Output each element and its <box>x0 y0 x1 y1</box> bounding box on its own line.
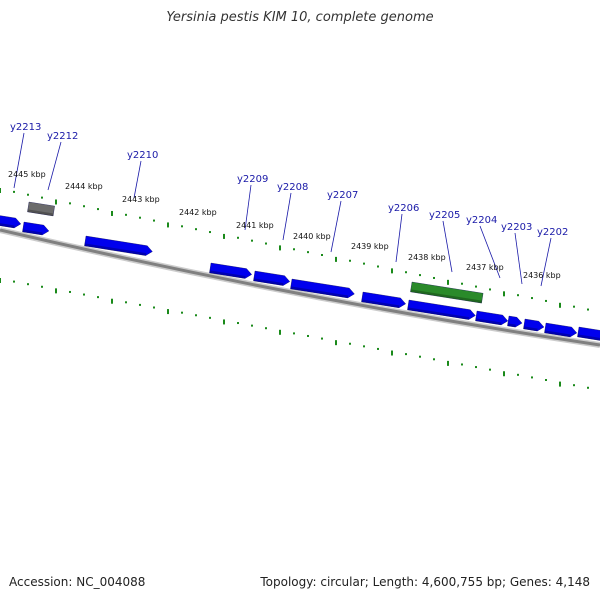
gene-shade <box>523 326 538 332</box>
genome-summary-text: Topology: circular; Length: 4,600,755 bp… <box>260 575 590 589</box>
gene-shade <box>27 209 54 216</box>
tick-label: 2442 kbp <box>179 208 217 217</box>
gene-label-y2204[interactable]: y2204 <box>466 215 497 226</box>
gene-shade <box>22 229 43 236</box>
gene-shade <box>475 318 502 325</box>
tick-label-group: 2445 kbp 2444 kbp 2443 kbp 2442 kbp 2441 kbp… <box>8 170 561 280</box>
callout-line <box>282 192 292 241</box>
gene-body <box>507 315 523 328</box>
gene-features <box>0 201 600 342</box>
gene-label-y2202[interactable]: y2202 <box>537 227 568 238</box>
gene-body <box>290 278 355 299</box>
backbone-line <box>0 228 600 347</box>
gene-arrow[interactable] <box>209 262 252 279</box>
pseudo-gene[interactable] <box>27 201 55 217</box>
gene-arrow[interactable] <box>577 326 600 342</box>
gene-body <box>410 281 484 304</box>
callout-line <box>540 237 552 287</box>
gene-body <box>84 235 153 256</box>
gene-body <box>209 262 252 279</box>
callout-line <box>442 220 453 273</box>
callout-line <box>47 141 62 191</box>
gene-label-y2213[interactable]: y2213 <box>10 122 41 133</box>
callout-line <box>514 232 523 285</box>
gene-label-y2208[interactable]: y2208 <box>277 182 308 193</box>
tick-label: 2443 kbp <box>122 195 160 204</box>
gene-arrow[interactable] <box>523 318 545 332</box>
callout-line <box>13 132 25 189</box>
gene-label-y2212[interactable]: y2212 <box>47 131 78 142</box>
gene-arrow[interactable] <box>407 299 476 321</box>
gene-arrow[interactable] <box>475 310 509 326</box>
map-title: Yersinia pestis KIM 10, complete genome <box>166 10 434 25</box>
gene-callouts: y2213 y2212 y2210 y2209 y2208 y2207 y2206 y2205… <box>10 122 568 287</box>
gene-body <box>361 291 406 308</box>
gene-shade <box>577 334 600 341</box>
outer-tick-ring <box>0 188 589 311</box>
tick-label: 2440 kbp <box>293 232 331 241</box>
gene-label-y2205[interactable]: y2205 <box>429 210 460 221</box>
tick-label: 2441 kbp <box>236 221 274 230</box>
gene-label-y2209[interactable]: y2209 <box>237 174 268 185</box>
callout-line <box>133 160 142 199</box>
gene-body <box>523 318 545 332</box>
tick-label: 2444 kbp <box>65 182 103 191</box>
callout-line <box>330 200 342 253</box>
gene-shade <box>253 278 284 286</box>
gene-arrow[interactable] <box>84 235 153 257</box>
gene-body <box>22 221 50 236</box>
callout-line <box>395 213 403 263</box>
callout-line <box>479 225 501 279</box>
gene-shade <box>290 286 349 298</box>
tick-label: 2437 kbp <box>466 263 504 272</box>
gene-shade <box>407 307 470 320</box>
gene-shade <box>410 289 482 304</box>
tick-label: 2445 kbp <box>8 170 46 179</box>
gene-arrow[interactable] <box>22 221 50 236</box>
rna-gene[interactable] <box>410 281 484 304</box>
inner-tick-ring <box>0 278 589 389</box>
backbone <box>0 227 600 348</box>
gene-body <box>407 299 476 320</box>
gene-shade <box>361 299 400 308</box>
gene-arrow[interactable] <box>507 315 523 328</box>
gene-arrow[interactable] <box>290 278 355 299</box>
tick-label: 2436 kbp <box>523 271 561 280</box>
gene-shade <box>0 221 15 228</box>
gene-shade <box>544 330 571 337</box>
tick-label: 2438 kbp <box>408 253 446 262</box>
gene-shade <box>84 243 147 256</box>
gene-arrow[interactable] <box>253 270 291 287</box>
gene-body <box>544 322 578 338</box>
gene-label-y2207[interactable]: y2207 <box>327 190 358 201</box>
gene-label-y2203[interactable]: y2203 <box>501 222 532 233</box>
gene-body <box>475 310 509 326</box>
gene-body <box>27 201 55 217</box>
gene-body <box>253 270 291 286</box>
gene-body <box>577 326 600 341</box>
gene-shade <box>507 323 516 328</box>
gene-label-y2210[interactable]: y2210 <box>127 150 158 161</box>
gene-shade <box>209 270 246 279</box>
gene-arrow[interactable] <box>0 213 22 229</box>
accession-text: Accession: NC_004088 <box>9 575 146 589</box>
gene-body <box>0 213 22 229</box>
callout-line <box>244 184 252 231</box>
gene-arrow[interactable] <box>361 291 406 309</box>
gene-arrow[interactable] <box>544 322 578 338</box>
tick-label: 2439 kbp <box>351 242 389 251</box>
gene-label-y2206[interactable]: y2206 <box>388 203 419 214</box>
